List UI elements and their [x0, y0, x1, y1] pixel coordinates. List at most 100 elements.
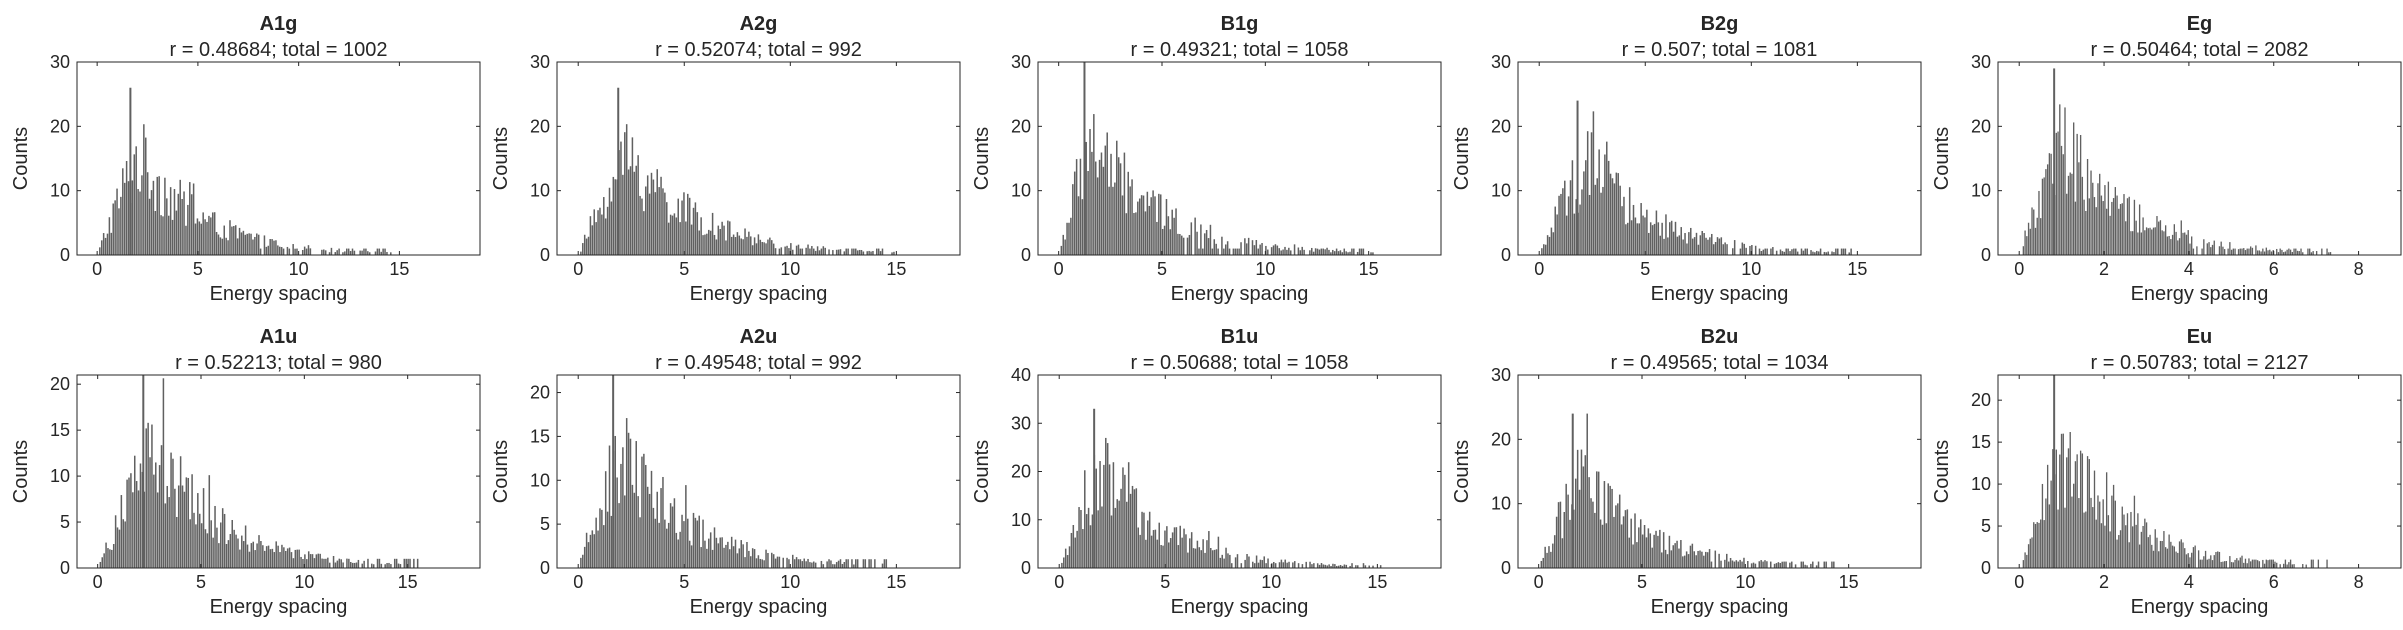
bar [1224, 244, 1227, 255]
bar [587, 236, 590, 255]
bar [1758, 561, 1761, 568]
x-tick-label: 0 [2014, 572, 2024, 592]
bar [824, 247, 826, 255]
bar [679, 531, 681, 568]
bar [351, 562, 354, 568]
bar [2237, 560, 2240, 568]
bar [792, 249, 794, 255]
bar [202, 488, 205, 568]
bar [2191, 236, 2193, 255]
bar [2173, 546, 2175, 568]
bar [1305, 561, 1307, 568]
bar [2263, 251, 2266, 255]
bar [237, 538, 239, 568]
bar [1137, 201, 1139, 255]
bar [1286, 249, 1288, 255]
bars-eg [2022, 68, 2332, 255]
panel-subtitle: r = 0.52213; total = 980 [175, 352, 382, 374]
bar [685, 485, 687, 568]
bar [386, 251, 388, 255]
panel-subtitle: r = 0.52074; total = 992 [655, 39, 862, 61]
bar [123, 182, 126, 255]
bar [1150, 197, 1152, 255]
y-tick-label: 30 [1491, 365, 1511, 385]
bar [721, 221, 723, 255]
bar [2267, 560, 2269, 568]
bar [1349, 565, 1351, 568]
bar [183, 491, 186, 568]
bar [145, 137, 147, 255]
bar [2312, 559, 2314, 568]
bar [151, 424, 153, 568]
bar [2062, 433, 2064, 568]
bar [2317, 559, 2320, 568]
bar [658, 187, 660, 255]
bar-peak [1571, 413, 1574, 568]
y-tick-label: 30 [530, 52, 550, 72]
bar [2088, 198, 2090, 255]
bar [1647, 528, 1650, 568]
bar [1246, 554, 1248, 568]
panel-title: A2g [740, 13, 778, 35]
bar [2132, 526, 2134, 568]
bar [1544, 546, 1546, 568]
bar [2276, 248, 2278, 255]
bar [772, 243, 775, 255]
bar [2151, 544, 2153, 568]
y-tick-label: 0 [1021, 245, 1031, 265]
bar [1060, 245, 1063, 255]
bar [1693, 551, 1696, 568]
bar [635, 441, 637, 568]
bar [146, 172, 149, 255]
bar [1563, 511, 1566, 568]
bar [1091, 514, 1094, 568]
bar [340, 559, 342, 568]
bar [2123, 194, 2125, 255]
bar [1703, 555, 1705, 568]
bar [1727, 561, 1730, 568]
bar [627, 169, 630, 255]
bar [1122, 467, 1124, 568]
bar [1364, 565, 1367, 568]
bar [250, 233, 252, 255]
bar [2223, 561, 2226, 568]
bar [1554, 206, 1556, 255]
bar [725, 544, 727, 568]
bar [669, 214, 672, 255]
bar [885, 559, 888, 568]
bar [1316, 563, 1319, 568]
bar [1630, 518, 1632, 568]
bar [2286, 564, 2288, 568]
bar [2211, 244, 2214, 255]
bar [1645, 537, 1648, 568]
bar [1267, 249, 1269, 255]
bar [801, 248, 804, 255]
bar [2175, 231, 2177, 255]
bar [1274, 244, 1277, 255]
bar [395, 558, 398, 568]
bar [2151, 229, 2153, 255]
y-tick-label: 10 [1491, 181, 1511, 201]
bar [225, 237, 227, 255]
bar [1665, 214, 1667, 255]
bar [1173, 527, 1176, 568]
bar [660, 176, 662, 255]
bar [1630, 220, 1633, 255]
bar [748, 231, 750, 255]
y-tick-label: 5 [60, 512, 70, 532]
bar [361, 563, 363, 568]
bar [1701, 230, 1703, 255]
bar [708, 229, 710, 255]
bar [1123, 152, 1126, 255]
bar [690, 545, 693, 568]
bar [198, 221, 201, 255]
bar [192, 183, 195, 255]
bar [1259, 244, 1261, 255]
bar [145, 428, 147, 568]
bar [1072, 525, 1075, 568]
bar [2248, 248, 2250, 255]
bar [2088, 459, 2090, 568]
bar [1272, 245, 1275, 255]
